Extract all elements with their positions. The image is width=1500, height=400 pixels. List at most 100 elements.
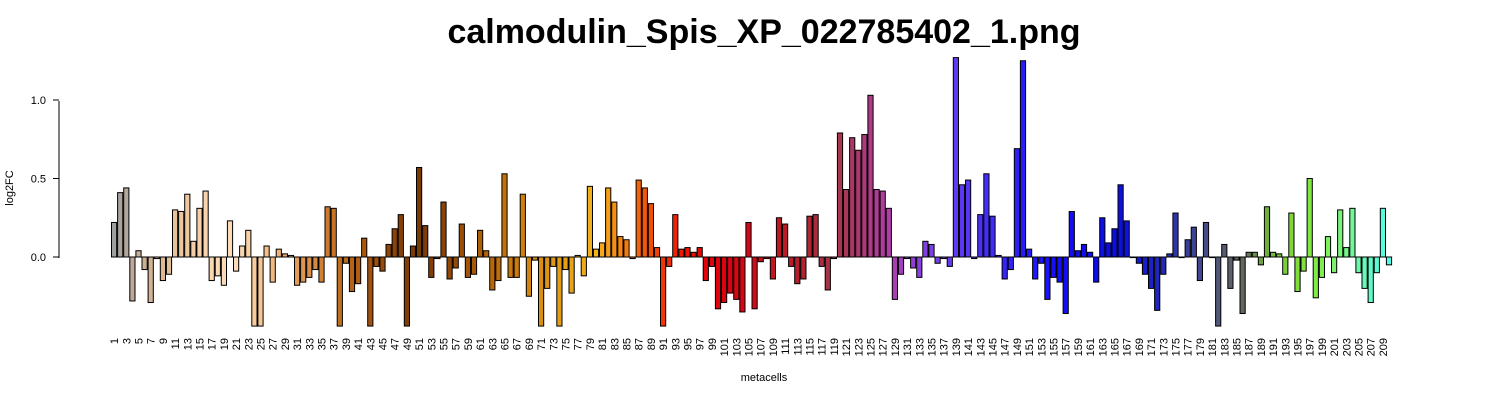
x-tick-label: 117 bbox=[817, 338, 829, 356]
x-tick-label: 133 bbox=[914, 338, 926, 356]
x-tick-label: 171 bbox=[1146, 338, 1158, 356]
bar-metacell-109 bbox=[769, 256, 776, 280]
x-tick-label: 55 bbox=[439, 338, 451, 350]
bar-metacell-187 bbox=[1245, 251, 1252, 258]
x-tick-label: 129 bbox=[890, 338, 902, 356]
x-tick-label: 47 bbox=[390, 338, 402, 350]
bar-metacell-59 bbox=[464, 256, 471, 278]
bar-metacell-134 bbox=[922, 240, 929, 258]
bar-metacell-75 bbox=[562, 256, 569, 271]
bars-group bbox=[111, 57, 1393, 327]
bar-metacell-97 bbox=[696, 247, 703, 258]
bar-metacell-141 bbox=[965, 179, 972, 258]
x-tick-label: 1 bbox=[109, 338, 121, 344]
bar-metacell-178 bbox=[1190, 226, 1197, 258]
x-tick-label: 59 bbox=[463, 338, 475, 350]
bar-metacell-23 bbox=[245, 229, 252, 258]
y-axis: 0.0 0.5 1.0 bbox=[31, 95, 60, 264]
bar-metacell-198 bbox=[1312, 256, 1319, 299]
bar-metacell-1 bbox=[111, 221, 118, 258]
bar-metacell-41 bbox=[355, 256, 362, 285]
bar-metacell-107 bbox=[757, 256, 764, 263]
chart-title: calmodulin_Spis_XP_022785402_1.png bbox=[447, 13, 1080, 51]
bar-metacell-46 bbox=[385, 243, 392, 258]
y-tick-label: 1.0 bbox=[31, 95, 46, 107]
bar-metacell-169 bbox=[1135, 256, 1143, 264]
bar-metacell-5 bbox=[135, 250, 142, 258]
bar-metacell-150 bbox=[1019, 60, 1027, 258]
bar-metacell-168 bbox=[1129, 256, 1136, 259]
bar-metacell-103 bbox=[733, 256, 740, 300]
bar-metacell-7 bbox=[147, 256, 154, 304]
bar-metacell-93 bbox=[672, 214, 679, 258]
bar-metacell-24 bbox=[251, 256, 258, 327]
bar-metacell-136 bbox=[934, 256, 941, 264]
bar-metacell-95 bbox=[684, 247, 691, 258]
x-tick-label: 23 bbox=[243, 338, 255, 350]
x-tick-label: 151 bbox=[1024, 338, 1036, 356]
x-tick-label: 163 bbox=[1097, 338, 1109, 356]
bar-metacell-14 bbox=[190, 240, 197, 258]
x-tick-label: 111 bbox=[780, 338, 792, 355]
x-tick-label: 7 bbox=[146, 338, 158, 344]
x-tick-label: 79 bbox=[585, 338, 597, 350]
bar-metacell-26 bbox=[263, 245, 270, 258]
bar-metacell-155 bbox=[1050, 256, 1057, 278]
x-tick-label: 41 bbox=[353, 338, 365, 350]
bar-metacell-208 bbox=[1373, 256, 1380, 274]
x-tick-label: 83 bbox=[609, 338, 621, 350]
bar-metacell-194 bbox=[1288, 212, 1295, 258]
bar-metacell-210 bbox=[1385, 256, 1393, 266]
x-tick-label: 61 bbox=[475, 338, 487, 350]
x-tick-label: 205 bbox=[1354, 338, 1366, 356]
bar-metacell-191 bbox=[1270, 251, 1277, 258]
bar-metacell-182 bbox=[1215, 256, 1222, 327]
bar-metacell-153 bbox=[1038, 256, 1045, 264]
bar-metacell-108 bbox=[763, 256, 770, 260]
bar-metacell-51 bbox=[416, 167, 423, 258]
x-tick-label: 155 bbox=[1049, 338, 1061, 356]
bar-metacell-15 bbox=[196, 207, 203, 258]
x-tick-label: 45 bbox=[378, 338, 390, 350]
x-tick-label: 91 bbox=[658, 338, 670, 350]
x-tick-label: 77 bbox=[573, 338, 585, 350]
bar-metacell-28 bbox=[275, 248, 282, 258]
x-tick-label: 149 bbox=[1012, 338, 1024, 356]
bar-metacell-128 bbox=[885, 207, 892, 258]
bar-metacell-2 bbox=[117, 192, 124, 258]
x-tick-label: 201 bbox=[1329, 338, 1341, 356]
bar-metacell-116 bbox=[812, 214, 819, 258]
bar-metacell-33 bbox=[306, 256, 313, 278]
x-tick-label: 139 bbox=[951, 338, 963, 356]
bar-metacell-144 bbox=[983, 173, 990, 258]
bar-metacell-181 bbox=[1209, 256, 1216, 259]
bar-metacell-204 bbox=[1349, 207, 1356, 258]
bar-metacell-63 bbox=[489, 256, 496, 291]
bar-metacell-31 bbox=[294, 256, 301, 286]
bar-metacell-20 bbox=[226, 220, 234, 258]
bar-metacell-172 bbox=[1154, 256, 1161, 311]
bar-metacell-177 bbox=[1184, 239, 1191, 258]
bar-metacell-129 bbox=[891, 256, 898, 300]
bar-metacell-32 bbox=[300, 256, 307, 283]
bar-metacell-119 bbox=[830, 256, 837, 260]
bar-metacell-6 bbox=[141, 256, 148, 271]
bar-metacell-9 bbox=[159, 256, 167, 282]
bar-metacell-92 bbox=[666, 256, 673, 267]
bar-metacell-156 bbox=[1056, 256, 1063, 283]
x-tick-label: 19 bbox=[219, 338, 231, 350]
bar-metacell-121 bbox=[843, 188, 850, 258]
x-tick-label: 63 bbox=[487, 338, 499, 350]
bar-metacell-90 bbox=[653, 247, 661, 258]
bar-metacell-16 bbox=[202, 190, 209, 258]
x-tick-label: 145 bbox=[988, 338, 1000, 356]
bar-metacell-22 bbox=[239, 245, 246, 258]
y-tick-label: 0.5 bbox=[31, 174, 46, 186]
bar-metacell-62 bbox=[483, 250, 490, 258]
bar-metacell-57 bbox=[452, 256, 459, 269]
bar-metacell-174 bbox=[1166, 253, 1173, 258]
bar-metacell-8 bbox=[153, 256, 160, 260]
bar-metacell-50 bbox=[409, 245, 417, 258]
x-tick-label: 57 bbox=[451, 338, 463, 350]
x-tick-label: 173 bbox=[1158, 338, 1170, 356]
